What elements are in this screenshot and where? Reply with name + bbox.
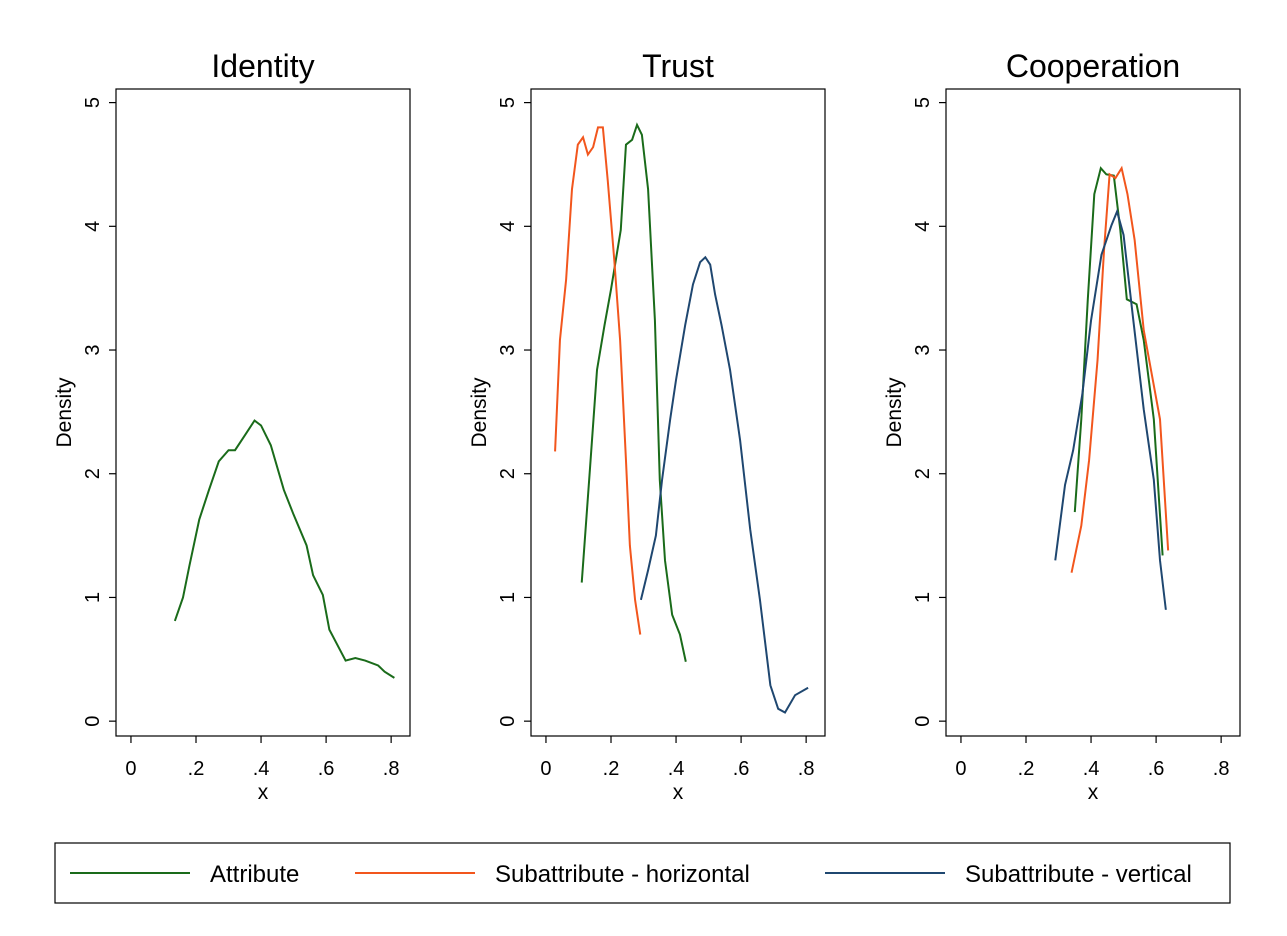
x-axis-label: x <box>673 781 684 804</box>
y-tick-label: 5 <box>82 97 104 108</box>
x-tick-label: .8 <box>1213 758 1230 780</box>
x-tick-label: .4 <box>668 758 685 780</box>
x-tick-label: .4 <box>253 758 270 780</box>
x-tick-label: .2 <box>1018 758 1035 780</box>
density-line <box>580 122 687 662</box>
plot-frame <box>115 88 411 737</box>
x-tick-label: .8 <box>798 758 815 780</box>
y-tick-label: 5 <box>912 97 934 108</box>
y-tick-label: 0 <box>82 716 104 727</box>
x-tick-label: .6 <box>1148 758 1165 780</box>
legend-box <box>54 842 1231 904</box>
density-line <box>1070 165 1170 573</box>
panel-title: Trust <box>642 48 714 84</box>
density-line <box>173 419 395 679</box>
y-axis-label: Density <box>53 377 76 448</box>
x-tick-label: .6 <box>733 758 750 780</box>
y-tick-label: 3 <box>497 344 519 355</box>
x-tick-label: 0 <box>125 758 136 780</box>
density-line <box>554 126 642 635</box>
y-tick-label: 4 <box>912 221 934 232</box>
y-tick-label: 0 <box>497 716 519 727</box>
panel-title: Identity <box>211 48 314 84</box>
y-tick-label: 2 <box>82 468 104 479</box>
y-tick-label: 1 <box>497 592 519 603</box>
legend-label: Attribute <box>210 861 299 888</box>
y-tick-label: 2 <box>497 468 519 479</box>
y-tick-label: 3 <box>82 344 104 355</box>
y-tick-label: 1 <box>912 592 934 603</box>
x-tick-label: .2 <box>603 758 620 780</box>
density-line <box>1073 166 1164 556</box>
legend-label: Subattribute - horizontal <box>495 861 750 888</box>
density-line <box>1054 208 1167 610</box>
x-tick-label: .8 <box>383 758 400 780</box>
y-tick-label: 3 <box>912 344 934 355</box>
x-axis-label: x <box>258 781 269 804</box>
y-tick-label: 4 <box>497 221 519 232</box>
panel-title: Cooperation <box>1006 48 1180 84</box>
y-tick-label: 5 <box>497 97 519 108</box>
y-tick-label: 4 <box>82 221 104 232</box>
x-tick-label: 0 <box>955 758 966 780</box>
legend-label: Subattribute - vertical <box>965 861 1192 888</box>
density-line <box>639 255 809 714</box>
plot-frame <box>530 88 826 737</box>
y-tick-label: 2 <box>912 468 934 479</box>
y-axis-label: Density <box>883 377 906 448</box>
x-tick-label: .6 <box>318 758 335 780</box>
plot-frame <box>945 88 1241 737</box>
x-tick-label: 0 <box>540 758 551 780</box>
y-tick-label: 1 <box>82 592 104 603</box>
y-axis-label: Density <box>468 377 491 448</box>
x-tick-label: .4 <box>1083 758 1100 780</box>
x-axis-label: x <box>1088 781 1099 804</box>
y-tick-label: 0 <box>912 716 934 727</box>
x-tick-label: .2 <box>188 758 205 780</box>
